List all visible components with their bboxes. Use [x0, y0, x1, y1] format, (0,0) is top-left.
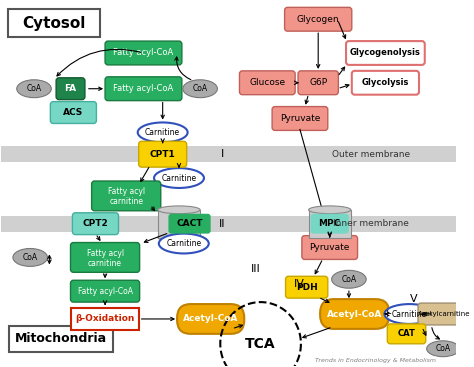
- Text: PDH: PDH: [296, 283, 318, 292]
- Bar: [1, 216, 456, 232]
- Text: Carnitine: Carnitine: [162, 174, 197, 182]
- Text: carnitine: carnitine: [109, 197, 143, 206]
- FancyBboxPatch shape: [71, 280, 140, 302]
- Text: Fatty acyl: Fatty acyl: [108, 188, 145, 196]
- Text: V: V: [410, 294, 418, 304]
- Text: Carnitine: Carnitine: [392, 309, 427, 319]
- FancyBboxPatch shape: [105, 77, 182, 101]
- FancyBboxPatch shape: [284, 7, 352, 31]
- Text: β-Oxidation: β-Oxidation: [75, 315, 135, 323]
- FancyBboxPatch shape: [105, 41, 182, 65]
- Text: Fatty acyl: Fatty acyl: [87, 249, 124, 258]
- Text: MPC: MPC: [319, 219, 341, 228]
- FancyBboxPatch shape: [177, 304, 244, 334]
- FancyBboxPatch shape: [71, 243, 140, 272]
- Text: Fatty acyl-CoA: Fatty acyl-CoA: [113, 48, 173, 58]
- Ellipse shape: [158, 206, 200, 214]
- Text: Trends in Endocrinology & Metabolism: Trends in Endocrinology & Metabolism: [315, 358, 436, 363]
- FancyBboxPatch shape: [56, 78, 85, 99]
- Ellipse shape: [17, 80, 51, 98]
- Text: FA: FA: [64, 84, 77, 93]
- FancyBboxPatch shape: [298, 71, 338, 95]
- Text: CPT1: CPT1: [150, 150, 175, 159]
- Text: III: III: [251, 264, 261, 275]
- Ellipse shape: [159, 234, 209, 254]
- Text: G6P: G6P: [309, 78, 327, 87]
- FancyBboxPatch shape: [272, 106, 328, 130]
- FancyBboxPatch shape: [168, 214, 210, 234]
- Text: Fatty acyl-CoA: Fatty acyl-CoA: [78, 287, 133, 296]
- Ellipse shape: [138, 123, 188, 142]
- FancyBboxPatch shape: [50, 102, 96, 123]
- Text: Cytosol: Cytosol: [22, 16, 86, 31]
- FancyBboxPatch shape: [346, 41, 425, 65]
- Bar: [158, 210, 200, 237]
- Text: CAT: CAT: [398, 329, 415, 338]
- Ellipse shape: [384, 304, 434, 324]
- Text: Pyruvate: Pyruvate: [310, 243, 350, 252]
- Text: CoA: CoA: [23, 253, 38, 262]
- Bar: [8, 9, 100, 37]
- Ellipse shape: [13, 248, 47, 266]
- Bar: [9, 326, 113, 352]
- Bar: [309, 210, 351, 237]
- FancyBboxPatch shape: [73, 213, 118, 235]
- Text: IV: IV: [293, 279, 304, 289]
- FancyBboxPatch shape: [310, 214, 349, 234]
- Text: Outer membrane: Outer membrane: [332, 150, 410, 159]
- FancyBboxPatch shape: [418, 303, 470, 325]
- Ellipse shape: [309, 206, 351, 214]
- Text: CoA: CoA: [192, 84, 208, 93]
- Text: Acetyl-CoA: Acetyl-CoA: [183, 315, 238, 323]
- FancyBboxPatch shape: [239, 71, 295, 95]
- Text: Glycogen: Glycogen: [297, 15, 339, 24]
- Text: Glycogenolysis: Glycogenolysis: [350, 48, 421, 58]
- Text: CoA: CoA: [341, 275, 356, 284]
- Text: Inner membrane: Inner membrane: [333, 219, 409, 228]
- Text: Carnitine: Carnitine: [145, 128, 180, 137]
- Ellipse shape: [183, 80, 218, 98]
- Ellipse shape: [309, 234, 351, 241]
- Ellipse shape: [158, 234, 200, 241]
- Bar: [72, 308, 139, 330]
- Text: CACT: CACT: [176, 219, 203, 228]
- Text: +: +: [383, 309, 392, 319]
- Ellipse shape: [332, 270, 366, 288]
- FancyBboxPatch shape: [302, 236, 357, 259]
- Text: Glucose: Glucose: [249, 78, 285, 87]
- Bar: [1, 146, 456, 162]
- Text: Acetyl-CoA: Acetyl-CoA: [327, 309, 383, 319]
- Text: CoA: CoA: [436, 344, 451, 353]
- FancyBboxPatch shape: [320, 299, 389, 329]
- Text: Acetylcarnitine: Acetylcarnitine: [418, 311, 470, 317]
- FancyBboxPatch shape: [387, 324, 426, 344]
- Text: ACS: ACS: [63, 108, 83, 117]
- Text: Glycolysis: Glycolysis: [362, 78, 409, 87]
- Text: Carnitine: Carnitine: [166, 239, 201, 248]
- Ellipse shape: [427, 341, 459, 357]
- Text: carnitine: carnitine: [88, 259, 122, 268]
- Text: CoA: CoA: [27, 84, 42, 93]
- Text: Fatty acyl-CoA: Fatty acyl-CoA: [113, 84, 173, 93]
- Ellipse shape: [154, 168, 204, 188]
- FancyBboxPatch shape: [352, 71, 419, 95]
- FancyBboxPatch shape: [285, 276, 328, 298]
- Text: TCA: TCA: [245, 337, 276, 351]
- Text: Mitochondria: Mitochondria: [15, 332, 107, 345]
- Text: II: II: [219, 219, 226, 229]
- Text: I: I: [220, 149, 224, 159]
- Text: CPT2: CPT2: [82, 219, 109, 228]
- FancyBboxPatch shape: [91, 181, 161, 211]
- FancyBboxPatch shape: [139, 141, 187, 167]
- Text: Pyruvate: Pyruvate: [280, 114, 320, 123]
